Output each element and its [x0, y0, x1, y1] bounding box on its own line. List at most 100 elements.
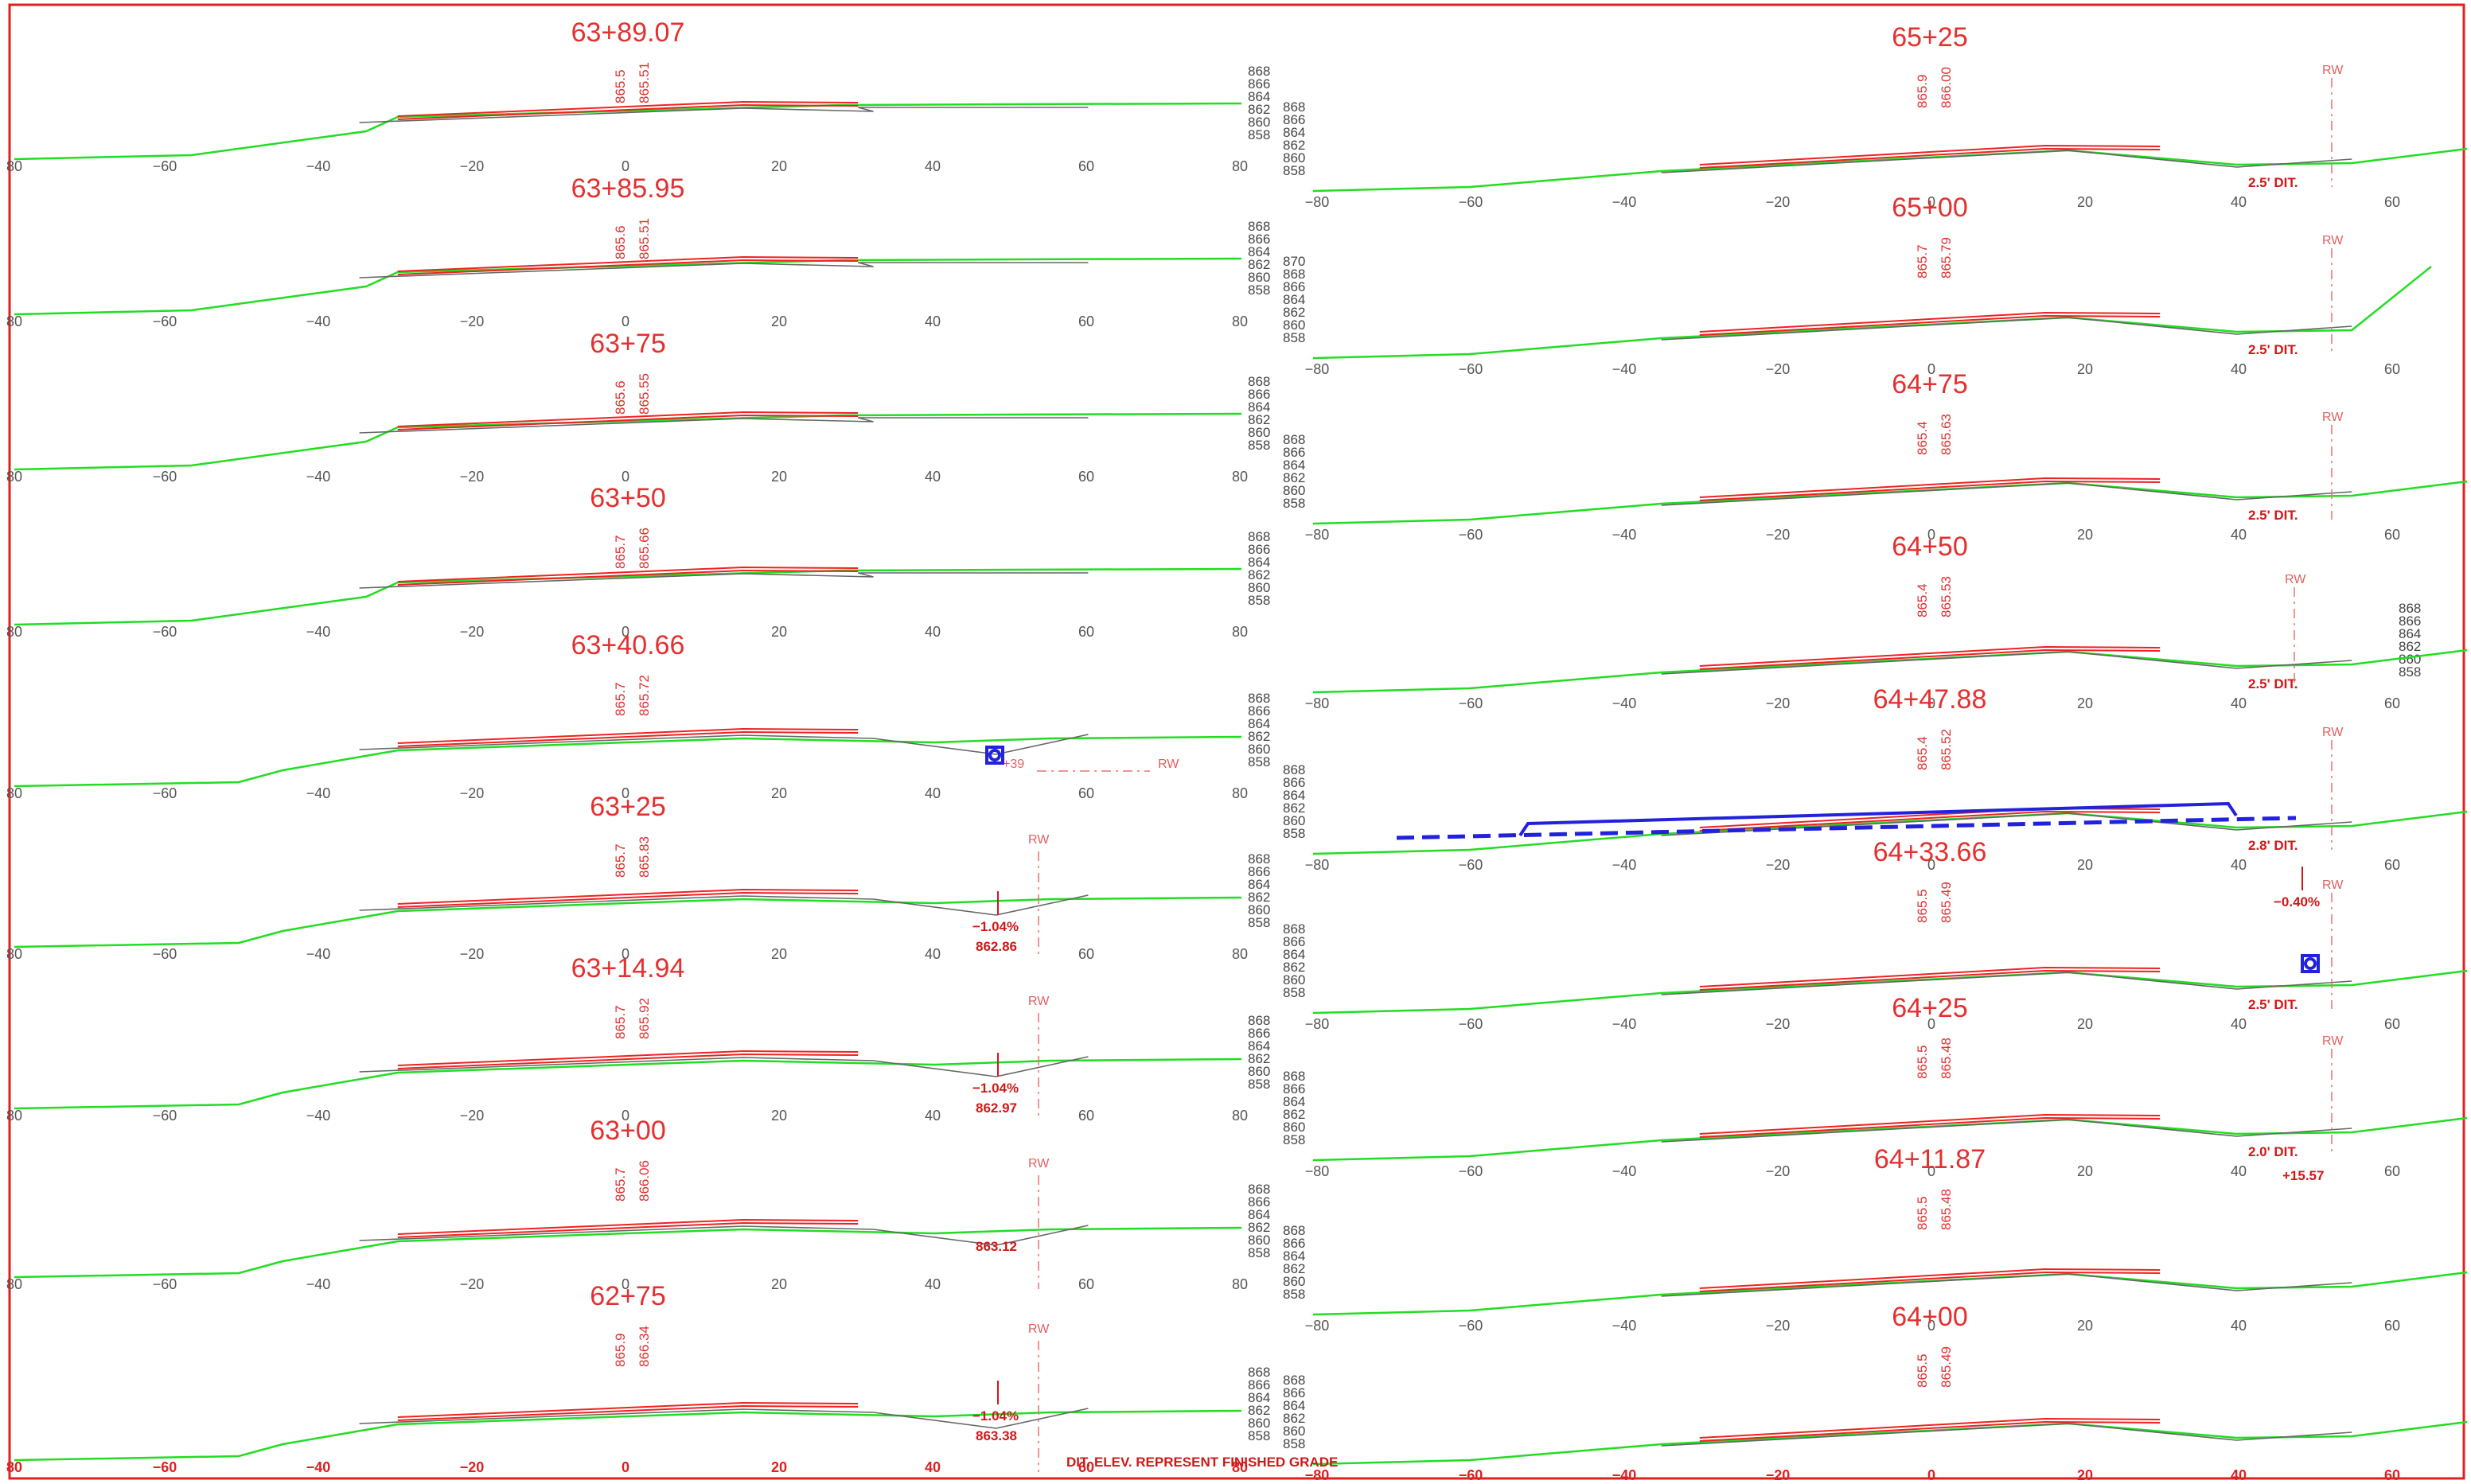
proposed-pavement-top — [397, 727, 859, 744]
elevation-tick: 862 — [1248, 729, 1270, 744]
elevation-tick: 864 — [1248, 555, 1270, 570]
elevation-tick: 858 — [1248, 915, 1270, 930]
x-tick: 0 — [1927, 857, 1935, 873]
x-tick: −40 — [1612, 1163, 1637, 1179]
elevation-tick: 862 — [1283, 960, 1305, 975]
x-tick: −40 — [306, 946, 331, 962]
elevation-tick: 862 — [1248, 257, 1270, 272]
culvert-icon — [2301, 954, 2320, 973]
proposed-pavement — [397, 103, 859, 120]
subgrade-line — [359, 262, 1089, 278]
existing-ground-line — [14, 1057, 1242, 1110]
existing-elevation: 865.5 — [1915, 1354, 1930, 1388]
x-tick: 40 — [925, 946, 941, 962]
existing-elevation: 865.4 — [1915, 736, 1930, 770]
x-tick: 60 — [2384, 1318, 2400, 1334]
x-tick: 80 — [6, 1276, 22, 1292]
x-tick: 0 — [1927, 695, 1935, 711]
subgrade-line — [1661, 651, 2352, 675]
proposed-pavement — [1699, 1116, 2161, 1138]
x-tick: 0 — [622, 1276, 629, 1292]
rw-label: RW — [1158, 758, 1179, 771]
elevation-tick: 860 — [1283, 1424, 1305, 1439]
x-tick: 80 — [6, 314, 22, 329]
existing-elevation: 865.7 — [613, 1167, 628, 1202]
proposed-pavement-top — [1699, 966, 2161, 987]
existing-ground-line — [1312, 1271, 2468, 1316]
annotation: 2.0' DIT. — [2248, 1144, 2298, 1159]
existing-ground-line — [14, 567, 1242, 626]
x-tick: −40 — [306, 1108, 331, 1124]
existing-ground-line — [14, 735, 1242, 788]
proposed-pavement — [1699, 1271, 2161, 1292]
proposed-pavement-top — [397, 411, 859, 427]
rw-label: RW — [2322, 234, 2344, 247]
existing-elevation: 865.9 — [1915, 74, 1930, 108]
elevation-tick: 860 — [1283, 150, 1305, 166]
x-tick: 40 — [2231, 695, 2247, 711]
x-tick: −20 — [1766, 1467, 1791, 1483]
existing-elevation: 865.5 — [1915, 1045, 1930, 1079]
elevation-tick: 862 — [1248, 1403, 1270, 1418]
elevation-tick: 868 — [1283, 921, 1305, 937]
x-tick: 20 — [2077, 361, 2093, 377]
elevation-tick: 864 — [1283, 947, 1305, 962]
rw-label: RW — [1028, 1322, 1050, 1336]
proposed-pavement — [397, 259, 859, 275]
x-tick: 80 — [6, 158, 22, 174]
elevation-tick: 864 — [1283, 1248, 1305, 1264]
x-tick: −60 — [153, 1276, 177, 1292]
x-tick: 80 — [1232, 314, 1248, 329]
existing-ground-line — [14, 1226, 1242, 1279]
x-tick: −20 — [460, 158, 485, 174]
x-tick: −80 — [1305, 361, 1330, 377]
proposed-elevation: 865.49 — [1939, 882, 1954, 923]
finished-grade-note: DIT. ELEV. REPRESENT FINISHED GRADE — [1066, 1455, 1338, 1470]
x-tick: −80 — [1305, 1163, 1330, 1179]
proposed-elevation: 865.51 — [637, 62, 652, 103]
x-tick: −20 — [460, 469, 485, 485]
existing-elevation: 865.9 — [613, 1333, 628, 1367]
elevation-tick: 868 — [1283, 99, 1305, 115]
x-tick: −20 — [460, 624, 485, 640]
proposed-pavement-top — [397, 1401, 859, 1418]
proposed-elevation: 865.53 — [1939, 576, 1954, 617]
x-tick: 40 — [925, 469, 941, 485]
elevation-tick: 858 — [1283, 330, 1305, 345]
proposed-elevation: 865.48 — [1939, 1038, 1954, 1079]
proposed-pavement — [1699, 1420, 2161, 1442]
elevation-tick: 866 — [1248, 1377, 1270, 1392]
x-tick: 80 — [6, 1459, 22, 1475]
offset-label: +39 — [1003, 758, 1024, 771]
elevation-tick: 868 — [1248, 219, 1270, 234]
station-title: 64+75 — [1892, 369, 1968, 399]
elevation-tick: 866 — [1248, 542, 1270, 557]
elevation-tick: 864 — [1283, 458, 1305, 473]
elevation-tick: 868 — [1248, 1013, 1270, 1028]
rw-label: RW — [2285, 573, 2306, 586]
x-tick: 40 — [2231, 1016, 2247, 1032]
x-tick: 60 — [1078, 1276, 1094, 1292]
proposed-pavement — [397, 1221, 859, 1238]
proposed-elevation: 865.48 — [1939, 1189, 1954, 1230]
x-tick: −40 — [1612, 194, 1637, 210]
elevation-tick: 868 — [1283, 762, 1305, 777]
proposed-pavement — [1699, 810, 2161, 832]
x-tick: 80 — [6, 469, 22, 485]
elevation-tick: 858 — [1283, 1132, 1305, 1147]
annotation: 2.5' DIT. — [2248, 175, 2298, 190]
elevation-tick: 860 — [1248, 580, 1270, 595]
rw-label: RW — [1028, 833, 1050, 847]
x-tick: 20 — [771, 158, 787, 174]
x-tick: −40 — [306, 624, 331, 640]
existing-elevation: 865.4 — [1915, 421, 1930, 455]
subgrade-line — [1661, 1423, 2352, 1447]
x-tick: −60 — [153, 469, 177, 485]
existing-elevation: 865.6 — [613, 225, 628, 259]
x-tick: 20 — [2077, 527, 2093, 543]
elevation-tick: 860 — [1248, 742, 1270, 757]
sheet-border — [8, 3, 2465, 1480]
elevation-tick: 862 — [2399, 639, 2421, 654]
